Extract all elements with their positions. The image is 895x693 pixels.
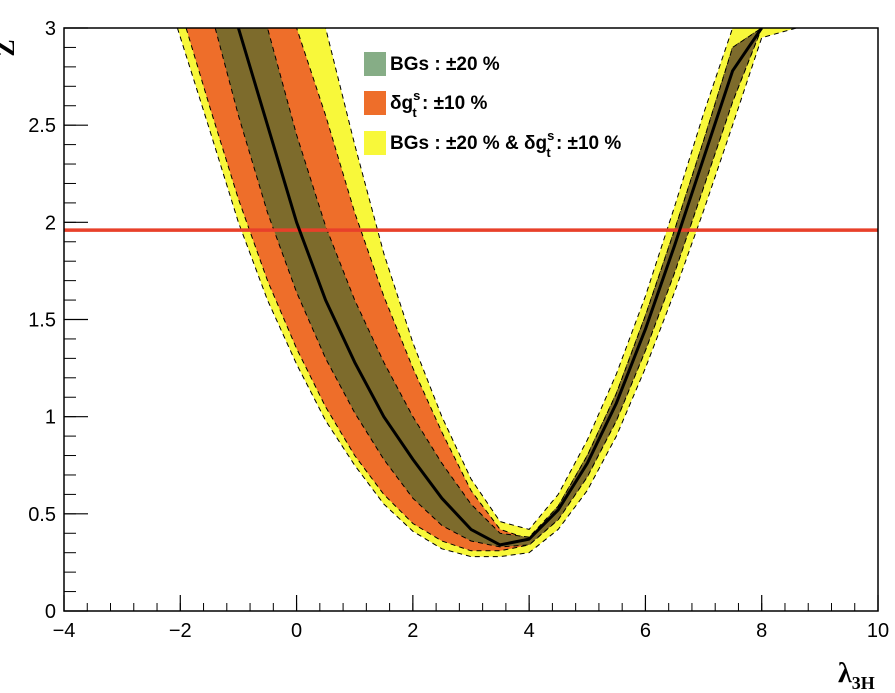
x-tick-label: 8 <box>756 620 767 642</box>
x-tick-label: 0 <box>291 620 302 642</box>
y-axis-label: Z <box>0 39 20 56</box>
y-tick-label: 1 <box>45 407 56 429</box>
x-tick-label: −4 <box>53 620 76 642</box>
legend-entry-text: BGs : ±20 % & δgs t : ±10 % <box>390 128 621 160</box>
x-tick-label: 2 <box>407 620 418 642</box>
y-tick-label: 0.5 <box>28 504 56 526</box>
x-tick-label: −2 <box>169 620 192 642</box>
x-axis-label-main: λ <box>838 658 852 689</box>
y-tick-label: 2.5 <box>28 115 56 137</box>
x-tick-label: 6 <box>640 620 651 642</box>
green-band-lower-edge <box>214 28 780 548</box>
uncertainty-bands <box>176 28 797 558</box>
legend-swatch <box>364 91 386 115</box>
legend-swatch <box>364 131 386 155</box>
central-curve-group <box>236 28 763 547</box>
legend-swatch <box>364 52 386 76</box>
legend-entry-prefix: BGs : ±20 % & δg <box>390 133 547 154</box>
legend-entry-sup: s <box>413 88 420 103</box>
legend-entry-text: BGs : ±20 % <box>390 54 500 75</box>
x-axis-label-sub: 3H <box>852 673 875 693</box>
y-tick-label: 0 <box>45 601 56 623</box>
y-tick-label: 1.5 <box>28 310 56 332</box>
legend-entry-prefix: BGs : ±20 % <box>390 54 500 75</box>
x-tick-label: 4 <box>524 620 535 642</box>
legend-entry-suffix: : ±10 % <box>417 93 488 114</box>
y-tick-label: 3 <box>45 18 56 40</box>
yellow-band-lower-edge <box>176 28 797 558</box>
legend-entry-suffix: : ±10 % <box>551 133 622 154</box>
legend-entry-prefix: δg <box>390 93 413 114</box>
orange-band <box>186 28 786 551</box>
x-tick-label: 10 <box>867 620 889 642</box>
y-tick-label: 2 <box>45 212 56 234</box>
legend-entry-sub: t <box>546 145 551 160</box>
legend-entry-sub: t <box>412 105 417 120</box>
legend: BGs : ±20 %δgs t : ±10 %BGs : ±20 % & δgs… <box>364 52 621 160</box>
central-curve <box>236 28 763 547</box>
yellow-band-upper-edge <box>177 28 797 530</box>
x-axis-label: λ3H <box>838 658 875 693</box>
green-band-upper-edge <box>215 28 780 538</box>
legend-entry-sup: s <box>547 128 554 143</box>
axes: −4 −2 0 2 4 6 8 10 0 0.5 1 1.5 2 2.5 3 <box>28 18 889 642</box>
legend-entry-text: δgs t : ±10 % <box>390 88 487 120</box>
orange-band-lower-edge <box>185 28 785 552</box>
